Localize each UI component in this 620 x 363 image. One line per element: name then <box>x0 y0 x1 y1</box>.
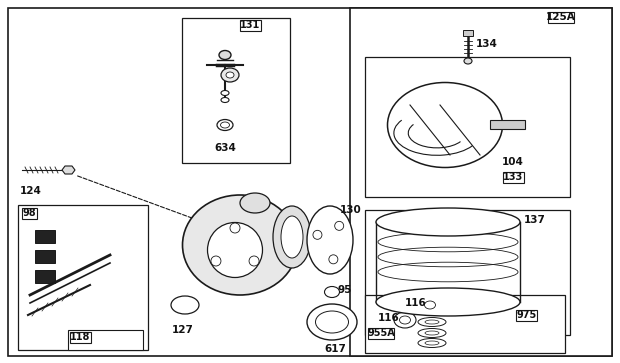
Ellipse shape <box>307 206 353 274</box>
Polygon shape <box>62 166 75 174</box>
Bar <box>182 18 290 163</box>
Ellipse shape <box>221 122 229 128</box>
Ellipse shape <box>418 339 446 347</box>
Bar <box>365 57 570 197</box>
Bar <box>516 310 536 321</box>
Bar <box>548 12 574 23</box>
Bar <box>490 120 525 129</box>
Circle shape <box>211 256 221 266</box>
Bar <box>18 205 148 350</box>
Circle shape <box>335 221 343 231</box>
Circle shape <box>313 231 322 239</box>
Ellipse shape <box>219 50 231 60</box>
Ellipse shape <box>208 223 262 277</box>
Ellipse shape <box>324 286 340 298</box>
Ellipse shape <box>217 119 233 131</box>
Bar <box>35 270 55 283</box>
Text: eReplacementParts.com: eReplacementParts.com <box>199 213 361 227</box>
Bar <box>240 20 260 31</box>
Text: 137: 137 <box>524 215 546 225</box>
Ellipse shape <box>425 301 435 309</box>
Ellipse shape <box>425 320 439 324</box>
Text: 975: 975 <box>516 310 536 321</box>
Text: 634: 634 <box>214 143 236 153</box>
Ellipse shape <box>418 329 446 338</box>
Ellipse shape <box>316 311 348 333</box>
Ellipse shape <box>425 341 439 345</box>
Text: 104: 104 <box>502 157 524 167</box>
Bar <box>70 332 91 343</box>
Ellipse shape <box>221 68 239 82</box>
Ellipse shape <box>221 98 229 102</box>
Text: 133: 133 <box>503 172 523 183</box>
Circle shape <box>249 256 259 266</box>
Text: 116: 116 <box>405 298 427 308</box>
Ellipse shape <box>273 206 311 268</box>
Bar <box>503 172 523 183</box>
Bar <box>350 8 612 356</box>
Text: 124: 124 <box>20 186 42 196</box>
Text: 955A: 955A <box>367 329 395 339</box>
Bar <box>463 30 473 36</box>
Ellipse shape <box>281 216 303 258</box>
Text: 617: 617 <box>324 344 346 354</box>
Ellipse shape <box>240 193 270 213</box>
Text: 116: 116 <box>378 313 400 323</box>
Ellipse shape <box>221 90 229 95</box>
Bar <box>365 210 570 335</box>
Ellipse shape <box>399 316 410 324</box>
Ellipse shape <box>418 318 446 326</box>
Circle shape <box>329 255 338 264</box>
Text: 95: 95 <box>338 285 352 295</box>
Ellipse shape <box>394 312 416 328</box>
Bar <box>368 328 394 339</box>
Ellipse shape <box>388 82 502 167</box>
Text: 118: 118 <box>70 333 91 343</box>
Ellipse shape <box>307 304 357 340</box>
Ellipse shape <box>376 288 520 316</box>
Ellipse shape <box>226 72 234 78</box>
Ellipse shape <box>425 331 439 335</box>
Text: 134: 134 <box>476 39 498 49</box>
Ellipse shape <box>464 58 472 64</box>
Bar <box>22 208 37 219</box>
Bar <box>35 230 55 243</box>
Bar <box>68 330 143 350</box>
Text: 98: 98 <box>23 208 37 219</box>
Circle shape <box>230 223 240 233</box>
Text: 131: 131 <box>240 20 260 30</box>
Text: 127: 127 <box>172 325 194 335</box>
Ellipse shape <box>419 297 441 313</box>
Ellipse shape <box>171 296 199 314</box>
Bar <box>35 250 55 263</box>
Text: 125A: 125A <box>546 12 576 23</box>
Ellipse shape <box>182 195 298 295</box>
Text: 130: 130 <box>340 205 361 215</box>
Ellipse shape <box>376 208 520 236</box>
Bar <box>365 295 565 353</box>
